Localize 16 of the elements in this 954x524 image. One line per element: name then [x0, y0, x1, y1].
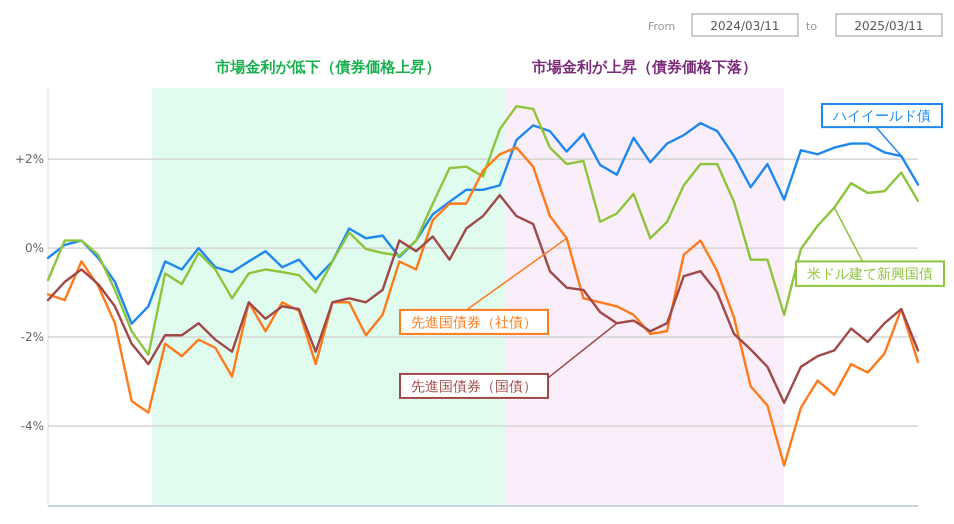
y-tick-label: -2%: [20, 330, 44, 344]
line-series: [46, 194, 920, 404]
series-label: 米ドル建て新興国債: [807, 266, 933, 283]
y-tick-label: 0%: [24, 241, 44, 256]
date-field: 2025/03/11: [836, 14, 942, 36]
y-tick-label: -4%: [20, 418, 44, 433]
text: 市場金利が低下（債券価格上昇）: [214, 58, 441, 76]
line-series: [46, 146, 920, 467]
series-label: 先進国債券（社債）: [411, 314, 537, 331]
date-field: 2024/03/11: [692, 14, 798, 36]
text: 先進国債券（国債）: [411, 378, 537, 395]
series-label: ハイイールド債: [832, 108, 931, 125]
text: 市場金利が上昇（債券価格下落）: [530, 58, 757, 76]
text: to: [806, 20, 818, 33]
text: From: [648, 20, 676, 33]
y-tick-label: +2%: [14, 152, 44, 166]
